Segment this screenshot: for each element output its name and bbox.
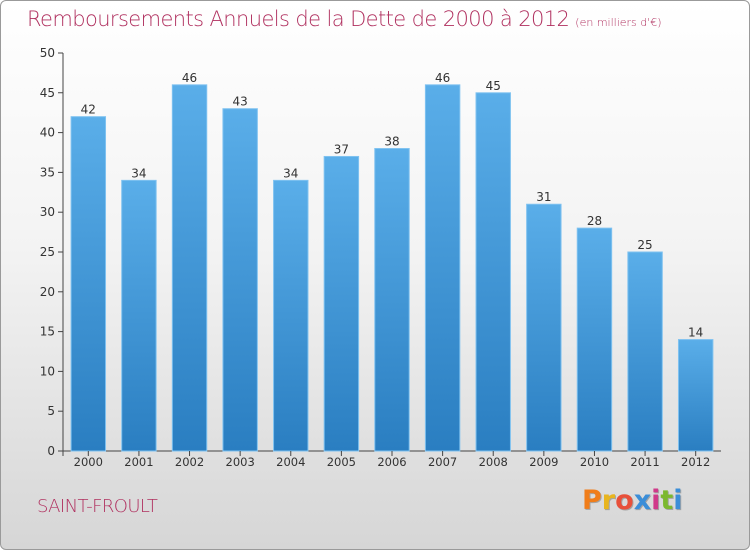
logo-letter: P [582,485,602,516]
y-tick-label: 20 [40,285,55,299]
y-tick-label: 35 [40,165,55,179]
x-tick-label: 2007 [428,455,457,469]
bar-2009 [526,203,562,452]
data-label-2009: 31 [536,190,551,204]
x-tick-label: 2005 [327,455,356,469]
chart-title: Remboursements Annuels de la Dette de 20… [27,7,662,31]
x-tick-label: 2000 [74,455,103,469]
y-tick-label: 10 [40,364,55,378]
x-tick-label: 2010 [580,455,609,469]
x-tick-label: 2012 [681,455,710,469]
data-label-2010: 28 [587,214,602,228]
y-tick-label: 40 [40,126,55,140]
bar-2004 [273,179,309,452]
y-tick-label: 15 [40,325,55,339]
y-tick-label: 50 [40,46,55,60]
data-label-2002: 46 [182,71,197,85]
logo-letter: x [633,485,652,516]
bar-2007 [424,84,461,452]
y-tick-label: 25 [40,245,55,259]
commune-name: SAINT-FROULT [37,496,158,517]
chart-title-text: Remboursements Annuels de la Dette de 20… [27,7,570,31]
data-label-2007: 46 [435,71,450,85]
data-label-2001: 34 [131,166,146,180]
bar-2000 [70,116,107,452]
bar-2003 [222,108,258,452]
bar-2005 [323,155,360,452]
y-ticks: 0 5 10 15 20 25 30 35 40 45 50 [40,46,63,458]
x-tick-label: 2004 [276,455,305,469]
logo-letter: i [651,485,661,516]
bar-2011 [627,251,663,452]
bar-2001 [121,179,157,452]
data-label-2005: 37 [334,142,349,156]
x-tick-label: 2008 [479,455,508,469]
bar-2010 [576,227,613,452]
x-tick-label: 2002 [175,455,204,469]
bar-2006 [374,148,410,452]
data-label-2008: 45 [486,79,501,93]
bar-2002 [171,84,208,452]
data-label-2000: 42 [81,103,96,117]
data-label-2012: 14 [688,326,703,340]
bar-2012 [677,339,714,452]
x-tick-label: 2001 [124,455,153,469]
data-label-2011: 25 [637,238,652,252]
y-tick-label: 45 [40,86,55,100]
bar-2008 [475,92,511,452]
x-tick-label: 2003 [226,455,255,469]
data-label-2006: 38 [384,135,399,149]
y-tick-label: 0 [47,444,55,458]
chart-unit: (en milliers d'€) [575,16,662,29]
x-tick-label: 2006 [377,455,406,469]
y-tick-label: 5 [47,404,55,418]
bars: 42 34 46 43 34 37 38 46 45 31 28 25 14 [70,71,714,452]
logo-letter: t [660,485,674,516]
x-ticks: 2000 2001 2002 2003 2004 2005 2006 2007 2008 2009… [74,451,710,469]
x-tick-label: 2011 [630,455,659,469]
data-label-2004: 34 [283,166,298,180]
y-tick-label: 30 [40,205,55,219]
logo-letter: o [615,485,634,516]
logo-letter: r [601,485,616,516]
logo-letter: i [673,485,683,516]
x-tick-label: 2009 [529,455,558,469]
data-label-2003: 43 [233,95,248,109]
